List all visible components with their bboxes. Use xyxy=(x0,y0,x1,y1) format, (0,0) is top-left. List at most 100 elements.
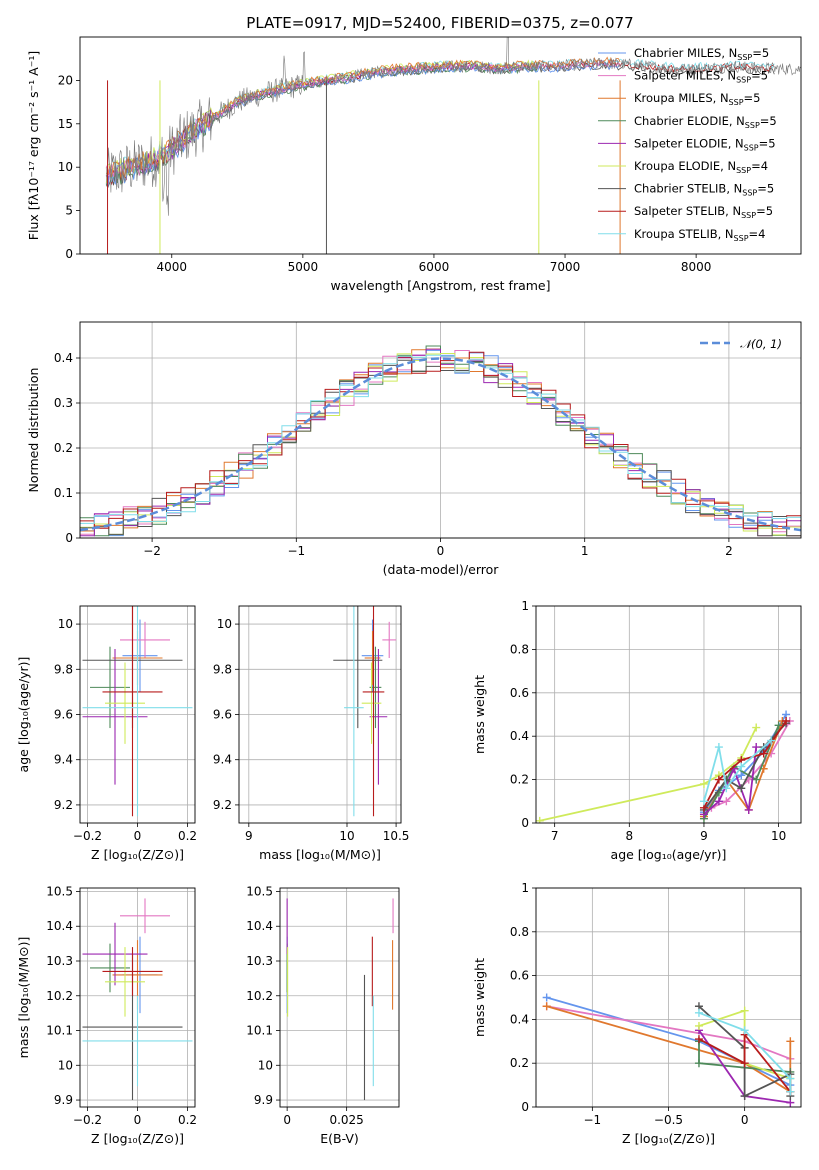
y-axis-label: Normed distribution xyxy=(26,368,41,493)
y-tick-label: 10.4 xyxy=(46,919,73,933)
x-tick-label: −0.5 xyxy=(654,1113,683,1127)
y-tick-label: 0.4 xyxy=(510,1012,529,1026)
x-tick-label: 8 xyxy=(625,829,633,843)
spectrum-panel: 4000 5000 6000 7000 8000 0 5 10 15 20 wavelength [… xyxy=(26,36,802,293)
y-tick-label: 0.6 xyxy=(510,686,529,700)
weight-marker xyxy=(694,1059,703,1068)
weight-marker xyxy=(737,762,746,771)
y-tick-label: 15 xyxy=(58,117,73,131)
plot-area xyxy=(82,898,193,1101)
y-tick-label: 9.4 xyxy=(213,753,232,767)
axes-frame xyxy=(535,887,802,1108)
x-tick-label: 9 xyxy=(700,829,708,843)
normal-reference-curve xyxy=(80,357,801,532)
y-tick-label: 0.3 xyxy=(54,396,73,410)
errorbar-point-salpeter-stelib xyxy=(102,606,163,817)
y-tick-label: 9.9 xyxy=(54,1093,73,1107)
x-axis-label: Z [log₁₀(Z/Z⊙)] xyxy=(622,1131,715,1146)
weight-series-kroupa-elodie xyxy=(536,723,761,823)
legend-entry-chabrier-stelib: Chabrier STELIB, NSSP=5 xyxy=(634,182,774,198)
weight-marker xyxy=(694,1021,703,1030)
legend-entry-kroupa-miles: Kroupa MILES, NSSP=5 xyxy=(634,91,760,107)
errorbar-point-salpeter-stelib xyxy=(102,947,163,996)
mass-vs-metallicity-panel: −0.2 0 0.2 9.9 10 10.1 10.2 10.3 10.4 10.5 Z [log₁… xyxy=(16,884,197,1146)
y-tick-label: 0 xyxy=(65,531,73,545)
errorbar-point-kroupa-stelib xyxy=(82,995,193,1087)
y-tick-label: 9.6 xyxy=(213,708,232,722)
y-tick-label: 10 xyxy=(217,617,232,631)
x-axis-label: Z [log₁₀(Z/Z⊙)] xyxy=(91,1131,184,1146)
weight-marker xyxy=(722,784,731,793)
plot-area xyxy=(80,345,801,537)
x-axis-label: (data-model)/error xyxy=(383,562,500,577)
y-tick-label: 0.1 xyxy=(54,486,73,500)
plot-area xyxy=(542,993,795,1107)
weight-series-kroupa-stelib xyxy=(699,736,776,806)
y-tick-label: 9.2 xyxy=(213,798,232,812)
errorbar-point-kroupa-stelib xyxy=(344,606,364,817)
weight-marker xyxy=(722,775,731,784)
y-axis-label: mass weight xyxy=(472,675,487,754)
plot-area xyxy=(105,37,801,254)
weight-marker xyxy=(767,736,776,745)
x-axis-label: E(B-V) xyxy=(320,1131,359,1146)
errorbar-point-salpeter-elodie xyxy=(82,922,148,986)
weight-marker xyxy=(694,1035,703,1044)
y-tick-label: 0.2 xyxy=(510,1056,529,1070)
weight-marker xyxy=(782,717,791,726)
y-tick-label: 10.1 xyxy=(46,1024,73,1038)
axes-frame xyxy=(79,887,196,1108)
weight-marker xyxy=(699,779,708,788)
weight-marker xyxy=(714,743,723,752)
y-tick-label: 0.2 xyxy=(54,441,73,455)
y-tick-label: 10.3 xyxy=(46,954,73,968)
y-tick-label: 0.4 xyxy=(510,729,529,743)
x-tick-label: 0 xyxy=(283,1113,291,1127)
x-tick-label: 6000 xyxy=(419,260,450,274)
plot-area xyxy=(333,606,397,817)
weight-marker xyxy=(694,1008,703,1017)
y-tick-label: 10.2 xyxy=(46,989,73,1003)
x-tick-label: 10.5 xyxy=(383,829,410,843)
errorbar-point-kroupa-miles xyxy=(364,630,381,686)
errorbar-point-kroupa-elodie xyxy=(105,947,145,1017)
weight-marker xyxy=(714,797,723,806)
y-tick-label: 0 xyxy=(65,247,73,261)
residual-histogram-salpeter-stelib xyxy=(80,351,801,529)
legend-entry-normal: 𝒩(0, 1) xyxy=(740,337,782,351)
x-tick-label: 0.2 xyxy=(178,1113,197,1127)
x-tick-label: 0.2 xyxy=(178,829,197,843)
y-tick-label: 5 xyxy=(65,204,73,218)
y-tick-label: 9.8 xyxy=(54,662,73,676)
y-tick-label: 10.3 xyxy=(246,954,273,968)
y-tick-label: 20 xyxy=(58,73,73,87)
plot-area xyxy=(82,606,193,817)
weight-marker xyxy=(752,775,761,784)
x-axis-label: Z [log₁₀(Z/Z⊙)] xyxy=(91,847,184,862)
weight-marker xyxy=(740,1092,749,1101)
y-tick-label: 10.5 xyxy=(46,884,73,898)
x-tick-label: 0.025 xyxy=(329,1113,363,1127)
errorbar-point-salpeter-miles xyxy=(120,621,170,658)
x-tick-label: 4000 xyxy=(156,260,187,274)
y-tick-label: 9.2 xyxy=(54,798,73,812)
weight-marker xyxy=(740,1026,749,1035)
legend-entry-chabrier-miles: Chabrier MILES, NSSP=5 xyxy=(634,46,769,62)
weight-marker xyxy=(786,1037,795,1046)
legend-entry-kroupa-elodie: Kroupa ELODIE, NSSP=4 xyxy=(634,159,768,175)
legend-entry-salpeter-miles: Salpeter MILES, NSSP=5 xyxy=(634,69,768,85)
weight-marker xyxy=(722,797,731,806)
x-tick-label: 0 xyxy=(437,544,445,558)
observed-spectrum xyxy=(105,37,801,216)
x-tick-label: −1 xyxy=(287,544,305,558)
age-vs-mass-panel: 9 10 10.5 9.2 9.4 9.6 9.8 10 mass [log₁₀(M/M⊙)] xyxy=(213,605,410,862)
errorbar-point-kroupa-elodie xyxy=(361,662,382,744)
x-tick-label: 10 xyxy=(339,829,354,843)
y-tick-label: 0 xyxy=(521,816,529,830)
errorbar-point-chabrier-stelib xyxy=(333,606,383,729)
axes-frame xyxy=(238,605,402,824)
weight-marker xyxy=(542,1002,551,1011)
y-tick-label: 10 xyxy=(258,1058,273,1072)
legend-entry-salpeter-stelib: Salpeter STELIB, NSSP=5 xyxy=(634,204,773,220)
weight-series-salpeter-elodie xyxy=(699,743,761,819)
